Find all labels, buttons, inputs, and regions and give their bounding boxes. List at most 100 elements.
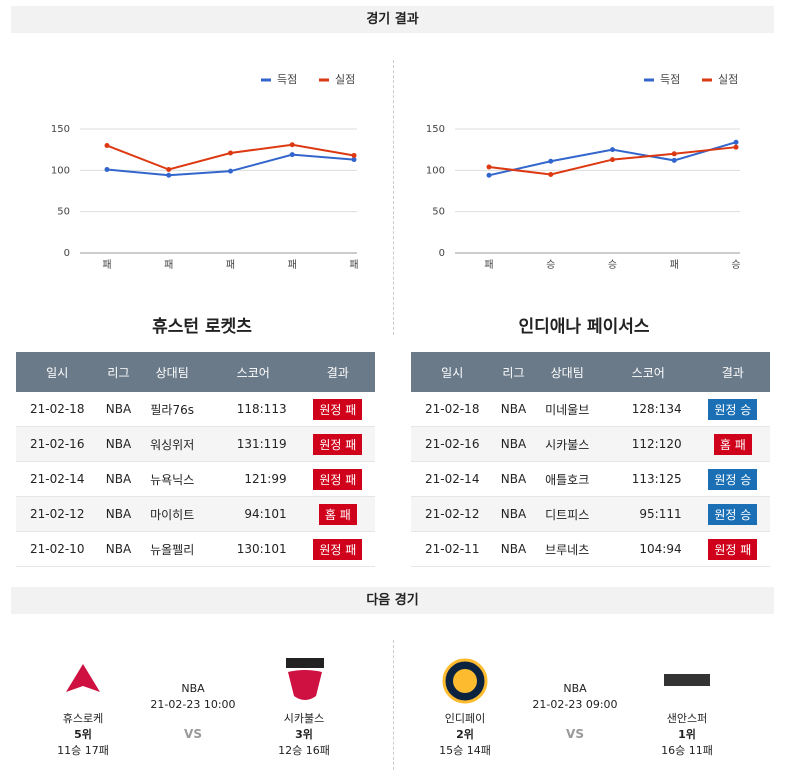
cell: 원정 패 bbox=[300, 426, 375, 462]
cell: 애틀호크 bbox=[533, 461, 601, 497]
team-rank: 3위 bbox=[295, 728, 313, 741]
point bbox=[351, 157, 357, 163]
cell: 118:113 bbox=[205, 392, 301, 427]
point bbox=[548, 171, 554, 177]
league: NBA bbox=[563, 682, 587, 695]
section-header: 경기 결과 bbox=[11, 6, 774, 33]
x-tick-label: 승 bbox=[731, 259, 740, 271]
point bbox=[104, 167, 110, 173]
chart: 0 50 100 150 패 패 패 패 패 득점 실점 bbox=[51, 73, 359, 271]
column-header: 일시 bbox=[411, 352, 494, 392]
cell: 마이히트 bbox=[138, 496, 206, 532]
cell: 원정 승 bbox=[695, 496, 770, 532]
point bbox=[289, 142, 295, 148]
column-header: 상대팀 bbox=[533, 352, 601, 392]
match-time: 21-02-23 10:00 bbox=[150, 698, 236, 711]
cell: 뉴올펠리 bbox=[138, 531, 206, 567]
x-tick-label: 패 bbox=[484, 259, 493, 271]
result-badge: 원정 승 bbox=[708, 398, 758, 420]
cell: 디트피스 bbox=[533, 496, 601, 532]
x-tick-label: 패 bbox=[102, 259, 111, 271]
cell: 21-02-14 bbox=[411, 461, 494, 497]
team-record: 15승 14패 bbox=[439, 744, 491, 757]
point bbox=[351, 152, 357, 158]
result-badge: 원정 패 bbox=[708, 538, 758, 560]
point bbox=[486, 172, 492, 178]
match-info: NBA 21-02-23 10:00 VS bbox=[138, 682, 248, 741]
column-header: 일시 bbox=[16, 352, 99, 392]
cell: 21-02-18 bbox=[16, 392, 99, 427]
team-block: 휴스로케 5위 11승 17패 bbox=[28, 710, 138, 758]
point bbox=[166, 167, 172, 173]
cell: NBA bbox=[98, 461, 139, 497]
legend-label: 득점 bbox=[660, 73, 680, 86]
cell: NBA bbox=[98, 392, 139, 427]
cell: 홈 패 bbox=[695, 426, 770, 462]
cell: 21-02-10 bbox=[16, 531, 99, 567]
team-rank: 5위 bbox=[74, 728, 92, 741]
cell: 브루네츠 bbox=[533, 531, 601, 567]
cell: 128:134 bbox=[600, 392, 696, 427]
section-header: 다음 경기 bbox=[11, 587, 774, 614]
vs: VS bbox=[566, 727, 584, 741]
point bbox=[548, 158, 554, 164]
team-name: 휴스로케 bbox=[62, 712, 104, 725]
cell: 21-02-12 bbox=[411, 496, 494, 532]
team-logo bbox=[442, 658, 488, 704]
cell: NBA bbox=[493, 392, 534, 427]
results-table: 일시 리그 상대팀 스코어 결과 21-02-18 NBA 미네울브 128:134 원정 승 21… bbox=[411, 352, 770, 567]
y-tick-label: 0 bbox=[439, 248, 445, 259]
match-info: NBA 21-02-23 09:00 VS bbox=[520, 682, 630, 741]
x-tick-label: 승 bbox=[546, 259, 555, 271]
cell: 필라76s bbox=[138, 392, 206, 427]
row: 21-02-16 NBA 워싱위저 131:119 원정 패 bbox=[16, 426, 375, 462]
cell: 131:119 bbox=[205, 426, 301, 462]
cell: 104:94 bbox=[600, 531, 696, 567]
y-tick-label: 150 bbox=[51, 124, 70, 135]
team-block: 인디페이 2위 15승 14패 bbox=[410, 710, 520, 758]
x-tick-label: 패 bbox=[349, 259, 358, 271]
legend-label: 득점 bbox=[277, 73, 297, 86]
column-header: 결과 bbox=[300, 352, 375, 392]
x-tick-label: 패 bbox=[670, 259, 679, 271]
row: 21-02-18 NBA 미네울브 128:134 원정 승 bbox=[411, 392, 770, 427]
cell: 원정 패 bbox=[300, 531, 375, 567]
point bbox=[228, 168, 233, 174]
team-name: 시카불스 bbox=[283, 712, 325, 725]
y-tick-label: 100 bbox=[426, 165, 445, 176]
legend-label: 실점 bbox=[718, 73, 738, 86]
cell: 원정 패 bbox=[300, 392, 375, 427]
y-tick-label: 100 bbox=[51, 165, 70, 176]
x-tick-label: 승 bbox=[608, 259, 617, 271]
cell: 121:99 bbox=[205, 461, 301, 497]
cell: 113:125 bbox=[600, 461, 696, 497]
vs: VS bbox=[184, 727, 202, 741]
team-name: 인디페이 bbox=[444, 712, 486, 725]
team-logo bbox=[66, 664, 100, 692]
column-header: 상대팀 bbox=[138, 352, 206, 392]
cell: 원정 패 bbox=[300, 461, 375, 497]
cell: 94:101 bbox=[205, 496, 301, 532]
point bbox=[733, 144, 739, 150]
cell: 21-02-18 bbox=[411, 392, 494, 427]
cell: 112:120 bbox=[600, 426, 696, 462]
cell: 95:111 bbox=[600, 496, 696, 532]
header-row: 일시 리그 상대팀 스코어 결과 bbox=[411, 352, 770, 392]
divider bbox=[393, 640, 394, 770]
cell: 원정 승 bbox=[695, 461, 770, 497]
row: 21-02-16 NBA 시카불스 112:120 홈 패 bbox=[411, 426, 770, 462]
point bbox=[610, 147, 615, 153]
point bbox=[486, 164, 492, 170]
cell: 시카불스 bbox=[533, 426, 601, 462]
result-badge: 원정 패 bbox=[313, 538, 363, 560]
point bbox=[166, 172, 172, 178]
cell: 21-02-14 bbox=[16, 461, 99, 497]
row: 21-02-11 NBA 브루네츠 104:94 원정 패 bbox=[411, 531, 770, 567]
row: 21-02-14 NBA 애틀호크 113:125 원정 승 bbox=[411, 461, 770, 497]
team-block: 시카불스 3위 12승 16패 bbox=[249, 710, 359, 758]
result-badge: 원정 패 bbox=[313, 398, 363, 420]
y-tick-label: 150 bbox=[426, 124, 445, 135]
cell: 130:101 bbox=[205, 531, 301, 567]
